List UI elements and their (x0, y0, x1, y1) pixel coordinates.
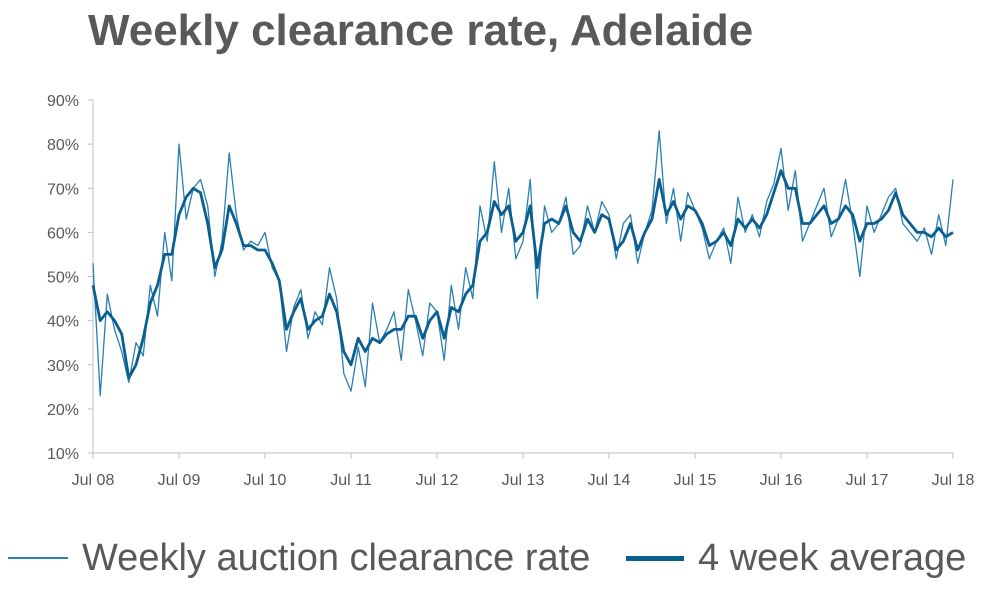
x-tick-label: Jul 12 (416, 472, 459, 489)
x-tick-label: Jul 09 (158, 472, 201, 489)
chart-title: Weekly clearance rate, Adelaide (88, 6, 754, 55)
y-tick-label: 20% (47, 402, 79, 419)
y-tick-label: 40% (47, 314, 79, 331)
y-tick-label: 50% (47, 270, 79, 287)
legend-item-weekly: Weekly auction clearance rate (8, 528, 590, 588)
x-tick-label: Jul 14 (588, 472, 631, 489)
four-week-average-line (91, 169, 954, 380)
x-tick-label: Jul 08 (72, 472, 115, 489)
line-chart: 10% 20% 30% 40% 50% 60% 70% 80% 90% Jul 08 Jul 09 J… (47, 93, 974, 489)
y-tick-label: 10% (47, 446, 79, 463)
weekly-clearance-line (92, 130, 954, 397)
legend-swatch-weekly (8, 557, 68, 559)
y-tick-label: 30% (47, 358, 79, 375)
x-tick-label: Jul 17 (846, 472, 889, 489)
y-tick-label: 80% (47, 137, 79, 154)
series-lines (91, 130, 954, 397)
x-tick-label: Jul 13 (502, 472, 545, 489)
x-tick-label: Jul 11 (330, 472, 372, 489)
axes (88, 99, 954, 459)
legend-label-weekly: Weekly auction clearance rate (82, 536, 591, 579)
y-tick-label: 70% (47, 181, 79, 198)
x-tick-label: Jul 18 (932, 472, 975, 489)
legend-label-average: 4 week average (698, 536, 967, 579)
tick-labels: 10% 20% 30% 40% 50% 60% 70% 80% 90% Jul 08 Jul 09 J… (47, 93, 974, 489)
x-tick-label: Jul 15 (674, 472, 717, 489)
y-tick-label: 60% (47, 225, 79, 242)
x-tick-label: Jul 16 (760, 472, 803, 489)
legend-swatch-average (626, 555, 684, 561)
x-tick-label: Jul 10 (244, 472, 287, 489)
legend: Weekly auction clearance rate 4 week ave… (0, 528, 990, 588)
y-tick-label: 90% (47, 93, 79, 110)
legend-item-average: 4 week average (626, 528, 966, 588)
